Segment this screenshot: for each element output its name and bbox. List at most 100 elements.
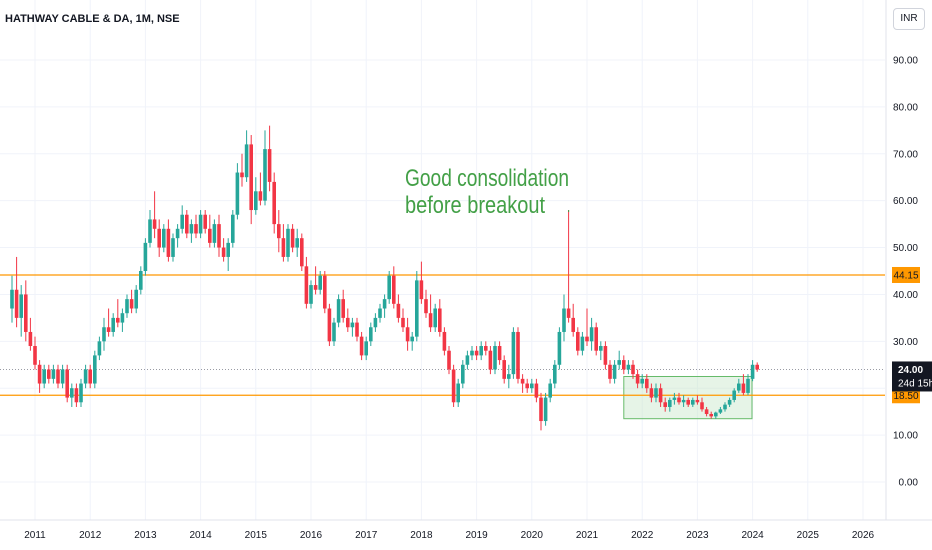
candle-body bbox=[373, 317, 378, 328]
candle-body bbox=[451, 369, 456, 403]
candle-body bbox=[185, 214, 189, 234]
candle bbox=[691, 397, 695, 407]
candle-body bbox=[433, 308, 437, 328]
candle bbox=[74, 383, 79, 407]
candle-body bbox=[221, 247, 226, 257]
candle bbox=[14, 256, 19, 328]
candle bbox=[166, 219, 171, 262]
candle-body bbox=[313, 285, 318, 290]
level-badge-label: 18.50 bbox=[893, 391, 918, 402]
candle-body bbox=[534, 383, 539, 398]
candle bbox=[249, 135, 253, 225]
candle bbox=[102, 317, 106, 351]
candle-body bbox=[14, 289, 19, 318]
candle bbox=[576, 327, 580, 356]
candle-body bbox=[157, 228, 161, 248]
candle bbox=[355, 317, 359, 342]
candle bbox=[447, 346, 451, 375]
candle bbox=[254, 177, 258, 215]
candle-body bbox=[208, 228, 212, 243]
x-tick-label: 2019 bbox=[465, 530, 488, 541]
candle-body bbox=[244, 144, 249, 178]
candle-body bbox=[272, 181, 276, 225]
candle-body bbox=[470, 350, 474, 356]
candle bbox=[530, 378, 534, 393]
candle bbox=[83, 364, 88, 389]
y-tick-label: 10.00 bbox=[893, 431, 918, 442]
candle-body bbox=[543, 397, 548, 422]
candle bbox=[594, 322, 598, 356]
candle bbox=[180, 205, 184, 234]
candle bbox=[350, 317, 355, 337]
currency-button[interactable]: INR bbox=[893, 8, 925, 30]
candle-body bbox=[507, 374, 511, 379]
candle bbox=[401, 308, 405, 332]
candle bbox=[240, 153, 244, 187]
candle bbox=[327, 303, 332, 347]
candle bbox=[221, 238, 226, 262]
candle-body bbox=[649, 388, 654, 398]
candle-body bbox=[286, 228, 290, 257]
last-price-badge: 24.00 24d 15h bbox=[892, 361, 932, 392]
candle bbox=[93, 350, 97, 389]
candle-body bbox=[442, 331, 447, 351]
candle bbox=[663, 397, 667, 412]
y-tick-label: 60.00 bbox=[893, 196, 918, 207]
candle-body bbox=[263, 149, 267, 201]
candle bbox=[709, 411, 713, 419]
candle bbox=[539, 392, 543, 431]
candle bbox=[309, 280, 313, 309]
candle-body bbox=[189, 224, 194, 234]
time-axis[interactable]: 2011 2012 2013 2014 2015 2016 2017 2018 2019 2020… bbox=[0, 519, 932, 541]
candle-body bbox=[392, 275, 396, 304]
candle bbox=[382, 294, 387, 318]
candle bbox=[405, 317, 410, 351]
candle-body bbox=[585, 336, 589, 342]
candle bbox=[727, 397, 732, 407]
candle bbox=[139, 266, 143, 295]
candle-body bbox=[143, 242, 148, 271]
candle bbox=[194, 214, 198, 239]
candle-body bbox=[180, 214, 184, 229]
candle bbox=[97, 336, 102, 361]
candle bbox=[396, 294, 401, 323]
candle-body bbox=[336, 299, 341, 323]
candle-body bbox=[700, 402, 704, 410]
y-tick-label: 30.00 bbox=[893, 337, 918, 348]
candle-body bbox=[51, 369, 56, 379]
candle bbox=[704, 406, 709, 417]
candle-body bbox=[355, 322, 359, 337]
candle-body bbox=[755, 364, 759, 370]
candle bbox=[244, 130, 249, 182]
candle bbox=[217, 214, 221, 257]
candle-body bbox=[309, 285, 313, 304]
symbol-title[interactable]: HATHWAY CABLE & DA, 1M, NSE bbox=[5, 13, 180, 25]
candle bbox=[741, 374, 746, 396]
candle bbox=[226, 238, 230, 271]
candle-body bbox=[231, 214, 235, 243]
candle-body bbox=[175, 228, 180, 239]
candle-body bbox=[346, 317, 350, 328]
candle-body bbox=[125, 299, 129, 314]
candle bbox=[125, 294, 129, 318]
x-tick-label: 2016 bbox=[300, 530, 323, 541]
candle-body bbox=[603, 346, 608, 365]
candle-body bbox=[341, 299, 345, 318]
candle bbox=[162, 224, 166, 253]
candle bbox=[714, 411, 718, 419]
candle bbox=[654, 383, 658, 403]
candle bbox=[424, 289, 428, 318]
candle-body bbox=[74, 388, 79, 403]
candle-body bbox=[240, 172, 244, 178]
candle-body bbox=[359, 336, 364, 356]
candle bbox=[51, 364, 56, 384]
candle bbox=[534, 378, 539, 403]
candle-body bbox=[714, 412, 718, 417]
candle-body bbox=[732, 390, 736, 400]
candle-body bbox=[33, 346, 37, 365]
candle-body bbox=[83, 369, 88, 384]
candle-body bbox=[304, 266, 309, 304]
candle bbox=[364, 336, 368, 361]
chart-grid bbox=[0, 0, 885, 520]
